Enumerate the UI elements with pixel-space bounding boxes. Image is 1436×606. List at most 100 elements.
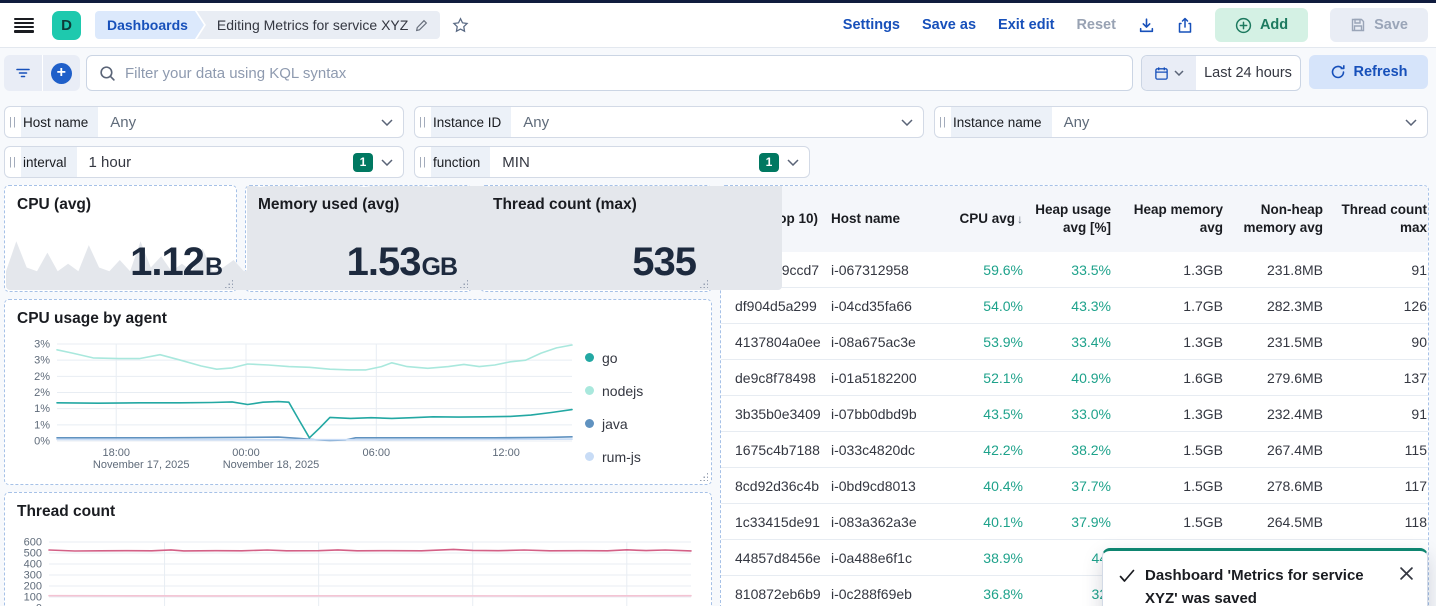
add-filter-plus-icon: + (50, 62, 72, 84)
drag-handle-icon[interactable]: || (9, 116, 17, 128)
legend-item[interactable]: rum-js (585, 447, 643, 466)
chevron-down-icon[interactable] (901, 118, 913, 126)
edit-pencil-icon[interactable] (415, 19, 428, 32)
cell-jvm: 1675c4b7188 (735, 441, 820, 458)
cpu-chart-legend: go nodejs java rum-js (585, 348, 643, 466)
kql-search-input[interactable] (125, 64, 1120, 82)
save-as-link[interactable]: Save as (922, 17, 977, 33)
cell-host: i-01a5182200 (831, 369, 917, 386)
drag-handle-icon[interactable]: || (939, 116, 947, 128)
cell-heap_mem: 1.5GB (1183, 477, 1223, 494)
resize-handle[interactable] (699, 279, 708, 288)
close-icon[interactable] (1400, 567, 1413, 606)
drag-handle-icon[interactable]: || (9, 156, 17, 168)
kpi-unit: GB (421, 253, 458, 281)
menu-icon[interactable] (14, 17, 34, 33)
legend-item[interactable]: java (585, 414, 643, 433)
reset-link[interactable]: Reset (1076, 17, 1116, 33)
control-value[interactable]: Any (1063, 113, 1090, 131)
refresh-button[interactable]: Refresh (1309, 55, 1428, 89)
top-navigation-bar: D Dashboards Editing Metrics for service… (0, 3, 1436, 48)
cell-host: i-08a675ac3e (831, 333, 916, 350)
deployment-logo[interactable]: D (52, 10, 81, 40)
time-range-button[interactable]: Last 24 hours (1204, 65, 1292, 81)
panel-thread-count-max[interactable]: Thread count (max) 535 (480, 185, 782, 292)
panel-thread-count-chart[interactable]: Thread count 6005004003002001000 (4, 492, 712, 606)
svg-text:400: 400 (24, 559, 42, 571)
column-header-host-name[interactable]: Host name (831, 210, 901, 226)
control-value[interactable]: Any (110, 113, 137, 131)
add-filter-button[interactable]: + (43, 55, 81, 91)
filter-controls-group: + (4, 55, 80, 91)
legend-label: nodejs (602, 382, 644, 399)
cell-heap_pct: 33.5% (1071, 261, 1111, 278)
svg-text:100: 100 (24, 592, 42, 604)
share-icon[interactable] (1177, 17, 1193, 34)
panel-cpu-avg[interactable]: CPU (avg) 1.12 B (4, 185, 306, 292)
chevron-down-icon[interactable] (381, 158, 393, 166)
control-label: Instance ID (431, 107, 512, 137)
legend-item[interactable]: go (585, 348, 643, 367)
download-icon[interactable] (1138, 17, 1155, 34)
sort-desc-icon: ↓ (1017, 211, 1023, 226)
kpi-value: 535 (632, 240, 697, 285)
resize-handle[interactable] (459, 279, 468, 288)
check-icon (1119, 569, 1135, 606)
panel-jvm-table[interactable]: JVM (Top 10) Host name CPU avg↓ Heap usa… (720, 185, 1429, 606)
calendar-dropdown-button[interactable] (1142, 56, 1196, 90)
cell-heap_mem: 1.6GB (1183, 369, 1223, 386)
column-header-thread-count[interactable]: Thread count max (1341, 201, 1427, 235)
cell-threads: 91 (1411, 261, 1427, 278)
cell-cpu: 40.4% (983, 477, 1023, 494)
control-value[interactable]: 1 hour (88, 153, 132, 171)
svg-text:0%: 0% (34, 436, 50, 448)
cell-host: i-0c288f69eb (831, 585, 912, 602)
cell-cpu: 54.0% (983, 297, 1023, 314)
cell-host: i-07bb0dbd9b (831, 405, 917, 422)
svg-text:300: 300 (24, 570, 42, 582)
exit-edit-link[interactable]: Exit edit (998, 17, 1055, 33)
table-row: df904d5a299 i-04cd35fa66 54.0% 43.3% 1.7GB 28… (721, 288, 1428, 324)
resize-handle[interactable] (699, 472, 708, 481)
control-value[interactable]: Any (523, 113, 550, 131)
control-instance-name: || Instance name Any (934, 106, 1428, 138)
cell-threads: 126 (1403, 297, 1427, 314)
column-header-heap-memory[interactable]: Heap memory avg (1133, 201, 1223, 235)
resize-handle[interactable] (224, 279, 233, 288)
control-value[interactable]: MIN (502, 153, 530, 171)
drag-handle-icon[interactable]: || (419, 156, 427, 168)
cell-cpu: 38.9% (983, 549, 1023, 566)
cell-jvm: de9c8f78498 (735, 369, 816, 386)
legend-label: go (602, 349, 618, 366)
drag-handle-icon[interactable]: || (419, 116, 427, 128)
legend-item[interactable]: nodejs (585, 381, 643, 400)
chevron-down-icon[interactable] (1405, 118, 1417, 126)
breadcrumb-dashboards[interactable]: Dashboards (95, 11, 204, 39)
kpi-value: 1.53 GB (347, 240, 458, 285)
settings-link[interactable]: Settings (842, 17, 900, 33)
kpi-number: 1.12 (130, 240, 205, 284)
column-header-heap-usage[interactable]: Heap usage avg [%] (1035, 201, 1111, 235)
cell-cpu: 53.9% (983, 333, 1023, 350)
cell-host: i-033c4820dc (831, 441, 916, 458)
panel-memory-used-avg[interactable]: Memory used (avg) 1.53 GB (245, 185, 547, 292)
panel-title: Memory used (avg) (258, 196, 400, 213)
column-header-cpu-avg[interactable]: CPU avg ↓ (959, 210, 1023, 226)
filter-icon[interactable] (4, 55, 43, 91)
breadcrumb-current[interactable]: Editing Metrics for service XYZ (196, 11, 441, 39)
panel-cpu-usage-by-agent[interactable]: CPU usage by agent 18:00 November 17, 202… (4, 299, 712, 485)
svg-text:1%: 1% (34, 419, 50, 431)
cell-heap_mem: 1.3GB (1183, 405, 1223, 422)
column-header-nonheap-memory[interactable]: Non-heap memory avg (1243, 201, 1323, 235)
control-host-name: || Host name Any (4, 106, 404, 138)
chevron-down-icon[interactable] (787, 158, 799, 166)
cell-heap_pct: 43.3% (1071, 297, 1111, 314)
chevron-down-icon[interactable] (381, 118, 393, 126)
star-icon[interactable] (452, 16, 469, 34)
panel-title: CPU (avg) (17, 196, 92, 213)
save-button[interactable]: Save (1330, 8, 1428, 42)
add-button[interactable]: Add (1214, 8, 1309, 42)
legend-dot (585, 386, 594, 395)
cell-heap_mem: 1.7GB (1183, 297, 1223, 314)
